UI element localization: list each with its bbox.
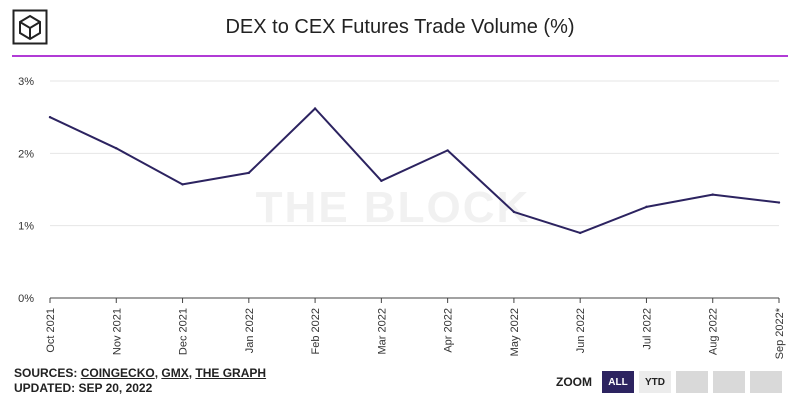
cube-logo-icon xyxy=(12,9,48,45)
x-tick-label: May 2022 xyxy=(509,308,521,356)
x-tick-label: Nov 2021 xyxy=(111,308,123,355)
zoom-option-button[interactable] xyxy=(750,371,782,393)
source-link-the-graph[interactable]: THE GRAPH xyxy=(195,366,267,380)
y-tick-label: 1% xyxy=(18,221,34,233)
chart-footer: SOURCES: COINGECKO, GMX, THE GRAPH UPDAT… xyxy=(14,366,266,396)
data-point xyxy=(578,231,582,235)
sources-prefix: SOURCES: xyxy=(14,366,81,380)
data-point xyxy=(512,210,516,214)
data-point xyxy=(645,205,648,209)
watermark: THE BLOCK xyxy=(256,183,531,232)
chart-header: DEX to CEX Futures Trade Volume (%) xyxy=(0,0,800,57)
x-tick-label: Feb 2022 xyxy=(310,308,322,354)
x-tick-label: Dec 2021 xyxy=(178,308,190,355)
source-separator: , xyxy=(154,366,162,380)
y-tick-label: 2% xyxy=(18,148,34,160)
data-point xyxy=(247,171,251,175)
header-divider xyxy=(12,55,788,57)
sources-line: SOURCES: COINGECKO, GMX, THE GRAPH xyxy=(14,366,266,381)
y-tick-label: 3% xyxy=(18,76,34,88)
zoom-controls: ZOOM ALL YTD xyxy=(556,370,787,394)
data-point xyxy=(446,149,449,152)
data-point xyxy=(181,183,184,186)
y-tick-label: 0% xyxy=(18,293,34,305)
source-link-gmx[interactable]: GMX xyxy=(161,366,189,380)
data-point xyxy=(777,201,781,204)
data-point xyxy=(115,147,118,150)
zoom-option-button[interactable] xyxy=(676,371,708,393)
x-tick-label: Jun 2022 xyxy=(575,308,587,353)
x-tick-label: Sep 2022* xyxy=(774,307,786,359)
chart-title: DEX to CEX Futures Trade Volume (%) xyxy=(225,16,575,38)
source-link-coingecko[interactable]: COINGECKO xyxy=(80,366,155,380)
source-separator: , xyxy=(188,366,196,380)
zoom-option-button[interactable] xyxy=(713,371,745,393)
series-line xyxy=(49,107,780,234)
data-point xyxy=(711,193,714,196)
x-tick-label: Oct 2021 xyxy=(45,308,57,353)
updated-date: UPDATED: SEP 20, 2022 xyxy=(14,381,153,395)
data-point xyxy=(380,179,383,183)
x-tick-label: Mar 2022 xyxy=(376,308,388,354)
zoom-ytd-button[interactable]: YTD xyxy=(639,371,671,393)
x-tick-label: Jul 2022 xyxy=(641,308,653,350)
data-point xyxy=(313,107,317,110)
line-chart: THE BLOCK 0% 1% 2% 3% Oct 2021 Nov 2021 Dec 202… xyxy=(18,76,786,359)
data-point xyxy=(48,115,52,119)
zoom-label: ZOOM xyxy=(556,375,592,389)
zoom-all-button[interactable]: ALL xyxy=(602,371,634,393)
x-tick-label: Apr 2022 xyxy=(443,308,455,353)
x-tick-label: Aug 2022 xyxy=(708,308,720,355)
x-tick-label: Jan 2022 xyxy=(244,308,256,353)
